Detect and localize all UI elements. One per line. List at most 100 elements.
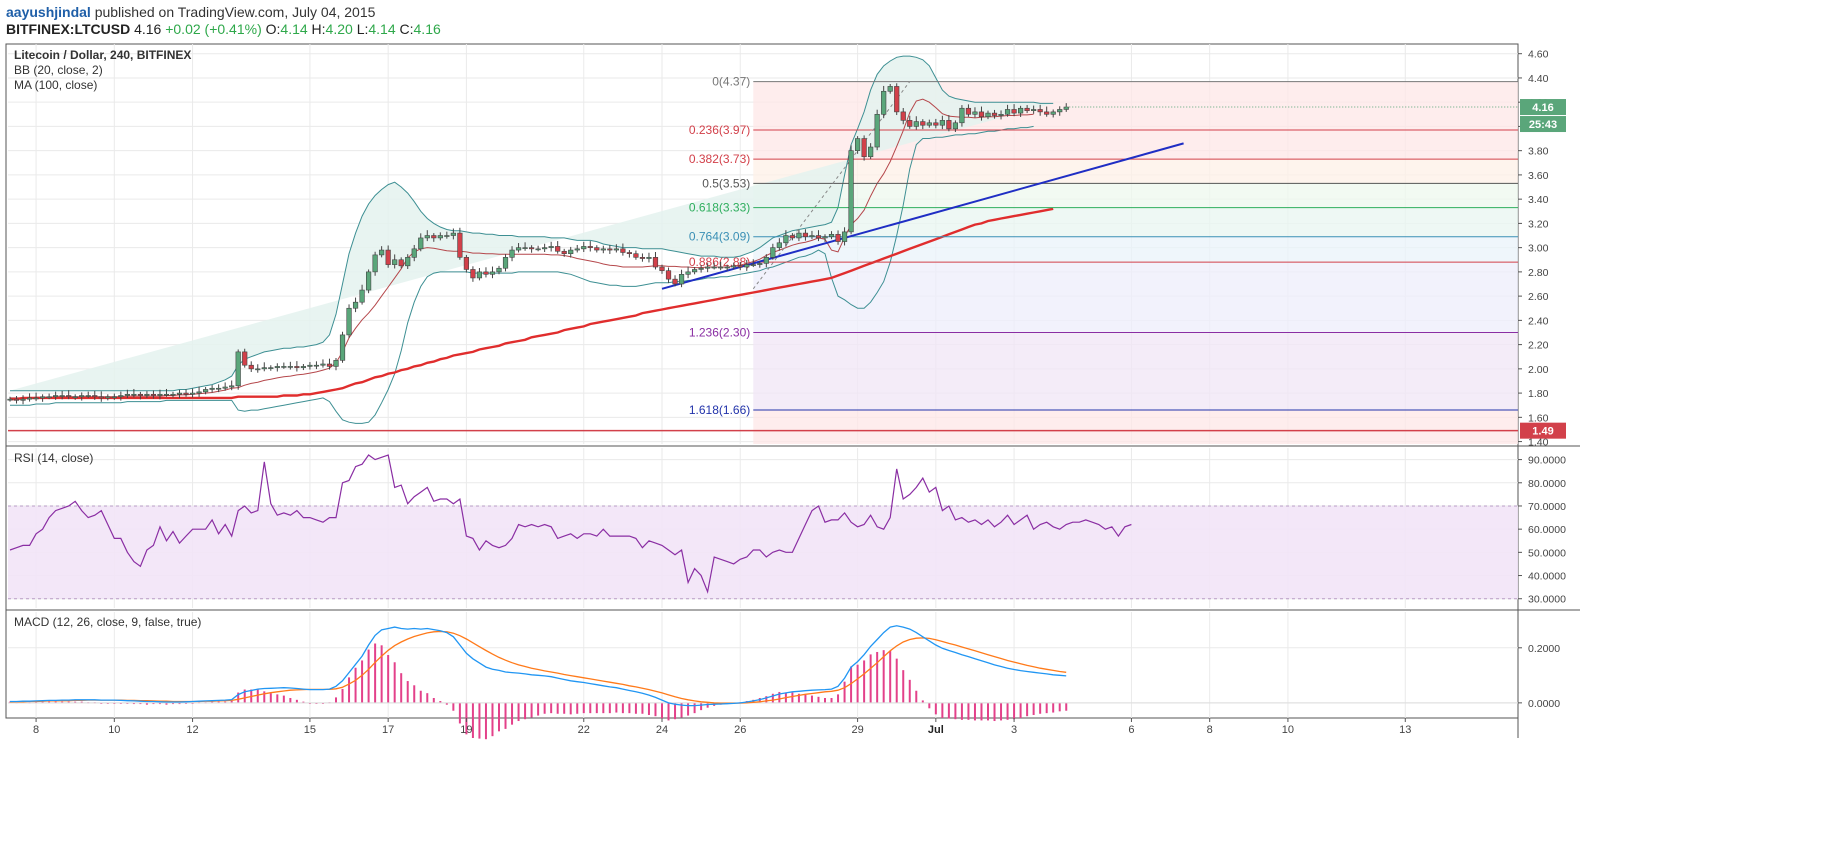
macd-histogram-bar bbox=[797, 693, 800, 703]
macd-histogram-bar bbox=[1026, 702, 1029, 717]
macd-histogram-bar bbox=[178, 702, 181, 705]
macd-histogram-bar bbox=[582, 702, 585, 714]
y-tick-label: 3.00 bbox=[1528, 243, 1549, 255]
x-tick-label: 26 bbox=[734, 724, 746, 736]
y-tick-label: 30.0000 bbox=[1528, 594, 1566, 606]
candle-body bbox=[144, 394, 150, 396]
candle-body bbox=[470, 269, 476, 279]
candle-body bbox=[770, 247, 776, 258]
y-tick-label: 70.0000 bbox=[1528, 501, 1566, 513]
macd-histogram-bar bbox=[817, 696, 820, 703]
rsi-band bbox=[8, 505, 1518, 599]
axes: 8101215171922242629Jul36810134.604.404.2… bbox=[33, 49, 1566, 736]
candle-body bbox=[613, 248, 619, 251]
fib-zone bbox=[753, 183, 1518, 208]
macd-legend: MACD (12, 26, close, 9, false, true) bbox=[14, 615, 201, 629]
candle-body bbox=[339, 334, 346, 361]
macd-histogram-bar bbox=[850, 666, 853, 703]
candle-body bbox=[698, 267, 704, 270]
candle-body bbox=[392, 259, 398, 265]
macd-histogram-bar bbox=[152, 702, 155, 705]
macd-histogram-bar bbox=[1000, 702, 1003, 721]
macd-histogram-bar bbox=[530, 702, 533, 718]
candle-body bbox=[229, 385, 235, 388]
high-label: H: bbox=[311, 21, 326, 37]
macd-histogram-bar bbox=[393, 662, 396, 703]
macd-histogram-bar bbox=[237, 692, 240, 703]
macd-histogram-bar bbox=[224, 701, 227, 703]
last-price-tag-bg bbox=[1520, 99, 1566, 116]
candle-body bbox=[313, 364, 320, 367]
candle-body bbox=[483, 271, 489, 275]
y-tick-label: 4.60 bbox=[1528, 49, 1549, 61]
author-link[interactable]: aayushjindal bbox=[6, 4, 91, 20]
macd-histogram-bar bbox=[243, 689, 246, 703]
x-tick-label: 12 bbox=[186, 724, 198, 736]
y-tick-label: 4.40 bbox=[1528, 73, 1549, 85]
y-tick-label: 2.20 bbox=[1528, 340, 1549, 352]
macd-histogram-bar bbox=[269, 693, 272, 703]
candle-body bbox=[998, 114, 1004, 116]
candle-body bbox=[718, 266, 724, 269]
macd-histogram-bar bbox=[41, 701, 44, 703]
macd-histogram-bar bbox=[54, 701, 57, 703]
candle-body bbox=[789, 235, 795, 239]
candle-body bbox=[763, 257, 769, 264]
macd-histogram-bar bbox=[276, 694, 279, 703]
bb-basis bbox=[10, 98, 1034, 399]
macd-histogram-bar bbox=[419, 690, 422, 703]
fib-zone bbox=[753, 410, 1518, 444]
macd-signal-line bbox=[9, 630, 1067, 704]
candle-body bbox=[920, 121, 926, 126]
candle-body bbox=[489, 271, 496, 275]
macd-histogram-bar bbox=[400, 673, 403, 703]
candle-body bbox=[1017, 107, 1024, 114]
y-tick-label: 3.40 bbox=[1528, 194, 1549, 206]
candle-body bbox=[568, 249, 574, 254]
x-tick-label: 8 bbox=[1207, 724, 1213, 736]
macd-histogram-bar bbox=[217, 701, 220, 703]
fib-level-label: 0.764(3.09) bbox=[689, 230, 750, 244]
candle-body bbox=[509, 249, 515, 258]
candle-body bbox=[665, 270, 672, 280]
macd-histogram-bar bbox=[67, 701, 70, 703]
fib-level-label: 0.236(3.97) bbox=[689, 123, 750, 137]
rsi-line bbox=[9, 454, 1132, 594]
candle-body bbox=[111, 396, 117, 399]
x-tick-label: Jul bbox=[928, 724, 944, 736]
candle-body bbox=[907, 120, 913, 127]
candle-body bbox=[46, 396, 52, 399]
candle-body bbox=[574, 248, 580, 251]
macd-histogram-bar bbox=[771, 693, 774, 703]
macd-histogram-bar bbox=[471, 702, 474, 738]
candle-body bbox=[691, 269, 698, 273]
candle-body bbox=[66, 395, 72, 398]
macd-histogram-bar bbox=[791, 692, 794, 703]
candle-body bbox=[946, 120, 952, 130]
ma100-line bbox=[10, 207, 1054, 401]
macd-histogram-bar bbox=[282, 695, 285, 703]
high-value: 4.20 bbox=[325, 21, 353, 37]
candle-body bbox=[216, 387, 222, 390]
x-tick-label: 6 bbox=[1128, 724, 1134, 736]
macd-histogram-bar bbox=[335, 697, 337, 703]
candle-body bbox=[542, 247, 548, 250]
candle-body bbox=[196, 391, 202, 394]
candle-body bbox=[600, 248, 606, 251]
candle-body bbox=[39, 396, 46, 399]
macd-histogram-bar bbox=[993, 702, 996, 722]
macd-histogram-bar bbox=[380, 645, 383, 703]
candle-body bbox=[985, 112, 991, 118]
symbol-name[interactable]: BITFINEX:LTCUSD bbox=[6, 21, 131, 37]
macd-histogram-bar bbox=[504, 702, 507, 729]
macd-histogram-bar bbox=[778, 691, 781, 703]
candle-body bbox=[1037, 109, 1043, 113]
macd-histogram-bar bbox=[928, 702, 931, 709]
macd-histogram-bar bbox=[837, 694, 840, 703]
candle-body bbox=[385, 249, 391, 265]
macd-histogram-bar bbox=[1052, 702, 1055, 713]
macd-histogram-bar bbox=[902, 670, 905, 703]
y-tick-label: 40.0000 bbox=[1528, 571, 1566, 583]
macd-histogram-bar bbox=[439, 701, 442, 703]
